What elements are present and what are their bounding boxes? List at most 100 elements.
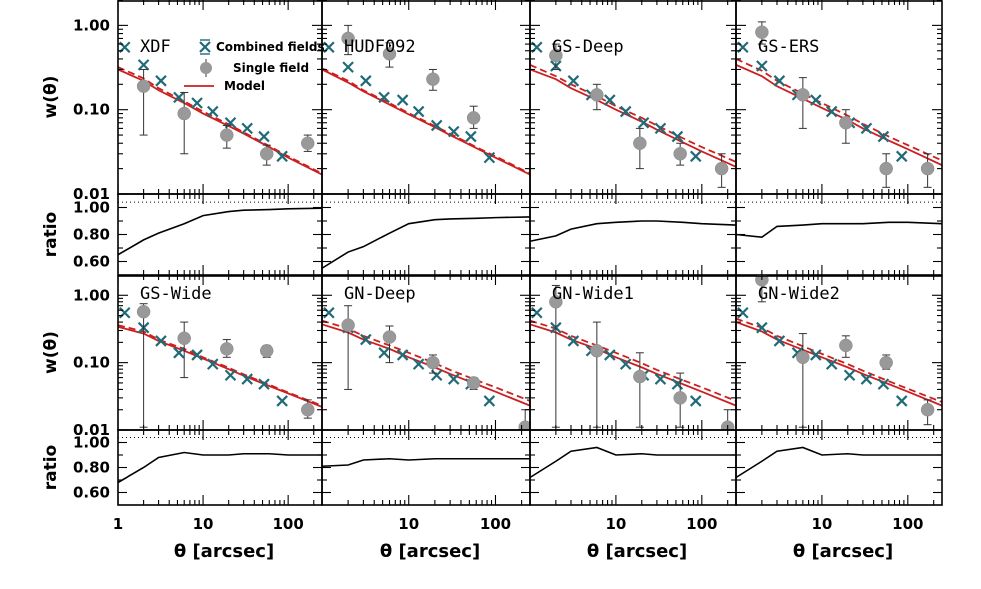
combined-point: [877, 130, 890, 143]
single-point: [259, 144, 274, 166]
combined-marker-stroke: [137, 59, 150, 71]
combined-marker-stroke: [567, 335, 580, 347]
combined-point: [810, 349, 822, 361]
y-tick-label: 0.10: [73, 354, 110, 372]
single-point: [382, 325, 397, 364]
combined-point: [737, 306, 749, 319]
y-tick-label: 0.01: [73, 185, 110, 203]
model-line-dashed: [736, 317, 942, 403]
single-marker: [301, 136, 315, 150]
y-tick-label: 1.00: [73, 286, 110, 304]
combined-marker-stroke: [860, 122, 873, 135]
x-tick-label: 100: [480, 515, 511, 533]
combined-point: [756, 60, 768, 72]
combined-point: [567, 335, 580, 347]
panel-title: GS-Wide: [140, 284, 212, 304]
x-tick-label: 10: [811, 515, 832, 533]
ratio-line: [117, 451, 322, 484]
single-marker: [590, 344, 604, 358]
single-point: [426, 354, 440, 374]
combined-marker-stroke: [825, 105, 838, 118]
combined-marker-stroke: [191, 349, 203, 361]
combined-point: [567, 75, 580, 87]
combined-point: [258, 130, 270, 143]
panel-gs-deep: GS-Deep: [529, 0, 737, 276]
single-point: [839, 335, 853, 358]
combined-point: [258, 378, 270, 390]
single-marker: [755, 25, 769, 39]
single-point: [177, 91, 191, 155]
combined-point: [360, 333, 372, 346]
combined-point: [118, 306, 131, 319]
ratio-tick-label: 0.60: [73, 484, 110, 502]
combined-point: [360, 75, 372, 87]
single-point: [633, 352, 647, 428]
ratio-axis-frame: [117, 193, 323, 276]
combined-marker-stroke: [155, 335, 167, 347]
single-marker: [382, 47, 397, 61]
single-point: [136, 68, 151, 136]
single-marker: [549, 48, 563, 63]
x-axis-label: θ [arcsec]: [587, 541, 687, 562]
combined-marker-stroke: [447, 373, 460, 385]
single-point: [466, 376, 481, 390]
single-marker: [796, 88, 810, 102]
single-marker: [839, 115, 853, 130]
combined-marker-stroke: [258, 378, 270, 390]
main-axis-frame: [321, 0, 531, 195]
single-marker: [673, 147, 687, 161]
combined-marker-stroke: [360, 75, 372, 87]
combined-marker-stroke: [619, 358, 632, 370]
ratio-line: [321, 216, 531, 269]
ratio-axis-frame: [117, 429, 323, 506]
combined-point: [465, 130, 477, 143]
combined-marker-stroke: [877, 378, 890, 390]
single-marker: [301, 402, 315, 417]
single-point: [714, 153, 729, 188]
single-point: [549, 43, 563, 70]
combined-point: [137, 59, 150, 71]
single-point: [839, 109, 853, 144]
single-marker: [220, 128, 234, 142]
single-marker: [920, 402, 935, 417]
single-marker: [796, 350, 810, 365]
y-tick-label: 0.10: [73, 101, 110, 119]
ratio-axis-frame: [735, 429, 943, 506]
combined-marker-stroke: [895, 395, 908, 407]
combined-point: [810, 94, 822, 106]
ratio-line: [529, 220, 737, 243]
single-point: [879, 354, 893, 370]
single-marker: [920, 161, 935, 176]
combined-point: [483, 395, 496, 407]
legend-combined-marker: [199, 41, 211, 53]
combined-marker-stroke: [465, 130, 477, 143]
y-tick-label: 0.01: [73, 421, 110, 439]
combined-marker-stroke: [877, 130, 890, 143]
combined-marker-stroke: [191, 97, 203, 109]
combined-point: [483, 151, 496, 164]
single-point: [220, 339, 234, 358]
single-marker: [259, 344, 274, 358]
model-line: [322, 323, 530, 407]
single-point: [590, 83, 604, 111]
single-point: [341, 305, 355, 390]
model-line: [322, 68, 530, 176]
combined-marker-stroke: [342, 61, 354, 73]
combined-marker-stroke: [360, 333, 372, 346]
single-marker: [177, 331, 191, 346]
combined-point: [531, 306, 543, 319]
combined-marker-stroke: [258, 130, 270, 143]
combined-point: [276, 395, 288, 407]
combined-point: [323, 306, 335, 319]
ratio-line: [321, 457, 530, 468]
x-axis-label: θ [arcsec]: [174, 541, 274, 562]
combined-point: [637, 116, 650, 129]
single-point: [796, 77, 810, 129]
x-tick-label: 100: [272, 515, 303, 533]
combined-marker-stroke: [810, 349, 822, 361]
combined-point: [654, 122, 667, 135]
single-point: [341, 24, 355, 56]
y-tick-label: 1.00: [73, 16, 110, 34]
